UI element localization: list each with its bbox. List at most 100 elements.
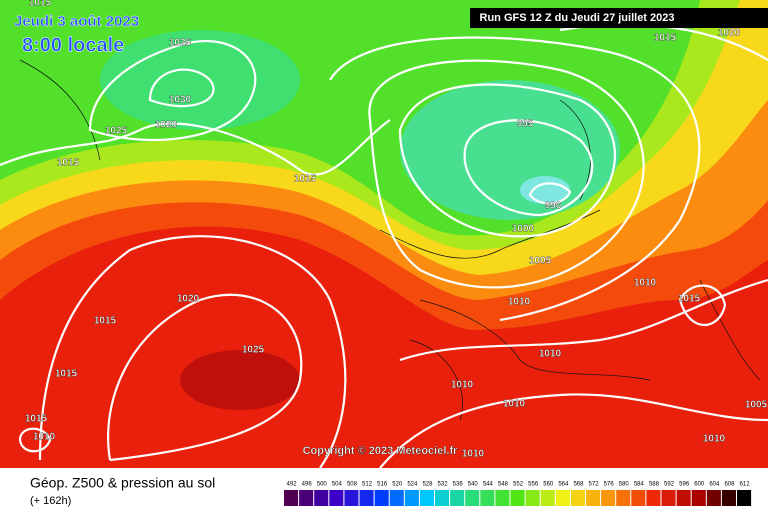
scale-label: 576 (604, 482, 615, 488)
isobar (678, 284, 727, 327)
scale-swatch (404, 490, 419, 506)
scale-label: 548 (498, 482, 509, 488)
scale-swatch (691, 490, 706, 506)
isobar-label: 1015 (57, 158, 80, 169)
scale-label: 528 (422, 482, 433, 488)
scale-swatch (344, 490, 359, 506)
date-text: Jeudi 3 août 2023 (14, 13, 139, 30)
isobar-label: 1010 (703, 434, 726, 445)
scale-label: 496 (302, 482, 313, 488)
scale-label: 524 (407, 482, 418, 488)
scale-label: 516 (377, 482, 388, 488)
legend-title: Géop. Z500 & pression au sol (30, 475, 215, 491)
isobar (463, 119, 594, 217)
scale-label: 604 (709, 482, 720, 488)
scale-label: 588 (649, 482, 660, 488)
scale-label: 512 (362, 482, 373, 488)
isobar (398, 83, 616, 238)
isobar (88, 40, 257, 142)
scale-label: 592 (664, 482, 675, 488)
scale-swatch (555, 490, 570, 506)
color-scale: 492 496 500 504 508 512 516 520 524 528 532 536 540 5… (284, 482, 752, 506)
scale-swatch (329, 490, 344, 506)
isobar-label: 1010 (508, 297, 531, 308)
scale-swatch (480, 490, 495, 506)
scale-label: 572 (589, 482, 600, 488)
isobar-label: 1015 (25, 414, 48, 425)
isobar-label: 1030 (169, 95, 192, 106)
scale-swatch (676, 490, 691, 506)
scale-label: 560 (543, 482, 554, 488)
isobar-label: 1010 (33, 432, 56, 443)
scale-label: 556 (528, 482, 539, 488)
isobar (528, 182, 572, 205)
isobar-label: 1015 (678, 294, 701, 305)
scale-swatch (495, 490, 510, 506)
isobar-label: 1015 (55, 369, 78, 380)
scale-label: 552 (513, 482, 524, 488)
isobar-label: 1010 (462, 449, 485, 460)
scale-swatch (661, 490, 676, 506)
isobar-label: 1000 (512, 224, 535, 235)
isobar-label: 1020 (718, 28, 741, 39)
isobar-label: 1010 (634, 278, 657, 289)
scale-label: 584 (634, 482, 645, 488)
scale-swatch (389, 490, 404, 506)
isobar (368, 59, 645, 289)
scale-swatch (435, 490, 450, 506)
isobar-label: 1015 (94, 316, 117, 327)
isobar-label: 1020 (155, 120, 178, 131)
isobar-label: 1005 (529, 256, 552, 267)
isobar-label: 1005 (745, 400, 768, 411)
isobar (107, 293, 303, 462)
scale-label: 540 (468, 482, 479, 488)
field-dark-red (180, 350, 300, 410)
scale-label: 608 (724, 482, 735, 488)
isobar-label: 1025 (242, 345, 265, 356)
scale-swatch (299, 490, 314, 506)
scale-swatch (450, 490, 465, 506)
scale-swatch (616, 490, 631, 506)
field-green-light (100, 30, 300, 130)
scale-label: 520 (392, 482, 403, 488)
scale-swatch (419, 490, 434, 506)
scale-label: 568 (573, 482, 584, 488)
scale-swatch (706, 490, 721, 506)
scale-swatch (646, 490, 661, 506)
isobar (329, 36, 701, 322)
scale-label: 508 (347, 482, 358, 488)
scale-swatch (284, 490, 299, 506)
legend-subtitle: (+ 162h) (30, 495, 71, 507)
isobar (18, 427, 52, 453)
isobar-label: 990 (545, 201, 562, 212)
scale-swatch (510, 490, 525, 506)
run-box (470, 8, 768, 28)
scale-swatch (586, 490, 601, 506)
isobar-label: 1010 (539, 349, 562, 360)
scale-swatch (631, 490, 646, 506)
isobar-label: 1025 (105, 126, 128, 137)
scale-label: 500 (317, 482, 328, 488)
isobar (148, 68, 215, 108)
scale-label: 600 (694, 482, 705, 488)
scale-label: 612 (740, 482, 751, 488)
scale-swatch (601, 490, 616, 506)
scale-label: 532 (438, 482, 449, 488)
scale-label: 492 (287, 482, 298, 488)
scale-label: 544 (483, 482, 494, 488)
scale-swatch (721, 490, 736, 506)
copyright: Copyright © 2023 Meteociel.fr (303, 445, 459, 457)
scale-swatch (737, 490, 752, 506)
isobar-label: 995 (517, 119, 534, 130)
scale-swatch (359, 490, 374, 506)
isobar-labels: 1015 1025 1030 1025 1020 1015 1015 995 990 1000 10… (25, 0, 768, 460)
isobar-label: 1010 (451, 380, 474, 391)
scale-label: 504 (332, 482, 343, 488)
isobar-label: 1020 (177, 294, 200, 305)
scale-label: 596 (679, 482, 690, 488)
scale-swatch (525, 490, 540, 506)
isobar (399, 278, 768, 362)
scale-swatch (374, 490, 389, 506)
